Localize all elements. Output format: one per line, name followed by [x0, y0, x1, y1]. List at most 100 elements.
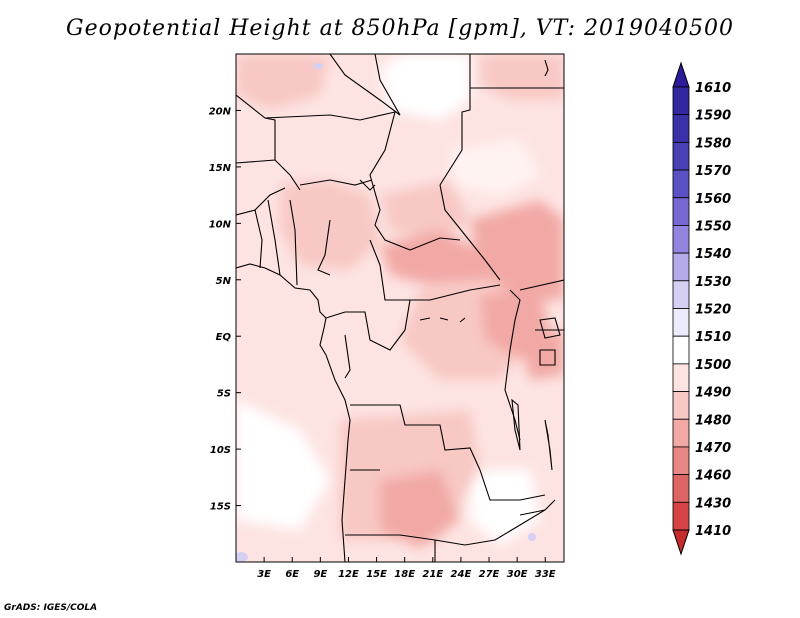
colorbar-label: 1550	[695, 219, 731, 234]
border-kenya	[519, 279, 564, 291]
field-east-africa	[470, 200, 564, 300]
field-blue-spot-n	[313, 63, 323, 69]
lake-kariba	[519, 509, 546, 516]
lat-tick-label: 20N	[209, 106, 232, 117]
field-zambia	[380, 470, 460, 548]
colorbar-swatch	[672, 501, 690, 531]
colorbar-label: 1460	[695, 469, 731, 484]
lon-tick-label: 18E	[394, 569, 415, 580]
colorbar-swatch	[672, 197, 690, 226]
field-west-sahara	[236, 55, 330, 110]
colorbar-label: 1540	[695, 247, 731, 262]
height-field	[236, 54, 564, 562]
lon-ticks: 3E 6E 9E 12E 15E 18E 21E 24E 27E 30E 33E	[257, 557, 556, 580]
border-angola-drc	[350, 404, 481, 471]
colorbar-swatch	[672, 418, 690, 448]
colorbar-swatch	[672, 308, 690, 337]
lon-tick-label: 21E	[422, 569, 443, 580]
colorbar-label: 1580	[695, 136, 731, 151]
colorbar-swatch	[672, 446, 690, 476]
field-white-southeast	[470, 470, 540, 545]
lat-tick-label: 15N	[209, 163, 232, 174]
field-car	[380, 230, 500, 285]
colorbar-label: 1490	[695, 386, 731, 401]
colorbar-swatch	[672, 169, 690, 199]
border-zambia-zim	[479, 469, 546, 501]
map-frame	[235, 53, 565, 563]
lake-malawi	[544, 419, 553, 471]
lake-tanganyika	[511, 398, 521, 451]
colorbar-swatch	[672, 141, 690, 171]
border-mali-algeria	[264, 111, 396, 121]
border-guinea	[236, 187, 286, 216]
border-namibia	[345, 499, 556, 546]
border-mali-burkina	[274, 159, 301, 191]
border-ghana	[289, 199, 298, 286]
lon-tick-label: 3E	[257, 569, 271, 580]
colorbar-label: 1560	[695, 192, 731, 207]
colorbar-label: 1530	[695, 275, 731, 290]
border-niger-nigeria	[299, 179, 373, 186]
field-libya	[480, 55, 564, 100]
field-white-north	[380, 54, 470, 120]
border-mauritania	[236, 94, 276, 164]
field-tanzania	[520, 330, 564, 380]
colorbar-label: 1510	[695, 330, 731, 345]
lake-chad	[359, 179, 376, 191]
colorbar-label: 1430	[695, 496, 731, 511]
colorbar-swatch	[672, 474, 690, 503]
field-blue-spot-se	[528, 533, 536, 541]
colorbar-swatch	[672, 86, 690, 116]
border-chad-sudan	[439, 184, 501, 281]
field-light-sahel	[450, 140, 540, 195]
lon-tick-label: 30E	[507, 569, 528, 580]
lat-tick-label: 5N	[216, 276, 232, 287]
colorbar-bottom-arrow	[672, 529, 690, 556]
border-niger-chad	[369, 111, 411, 251]
country-borders	[236, 54, 564, 562]
border-egypt-sudan	[439, 54, 471, 186]
colorbar-label: 1590	[695, 109, 731, 124]
lon-tick-label: 15E	[366, 569, 387, 580]
colorbar-label: 1610	[695, 81, 731, 96]
river-congo	[419, 317, 466, 323]
colorbar-label: 1500	[695, 358, 731, 373]
colorbar-label: 1410	[695, 524, 731, 539]
border-algeria-libya	[329, 54, 401, 116]
lon-tick-label: 12E	[338, 569, 359, 580]
colorbar-swatch	[672, 391, 690, 420]
lat-tick-label: EQ	[216, 332, 232, 343]
border-nigeria-cameroon	[317, 219, 331, 276]
field-blue-spot-sw	[236, 552, 248, 562]
lat-tick-label: 10N	[209, 219, 232, 230]
lat-tick-label: 15S	[210, 502, 231, 513]
field-nigeria	[280, 180, 380, 270]
lon-tick-label: 27E	[479, 569, 500, 580]
map-title: Geopotential Height at 850hPa [gpm], VT:…	[66, 16, 734, 41]
colorbar-label: 1470	[695, 441, 731, 456]
colorbar-swatch	[672, 252, 690, 282]
colorbar-swatch	[672, 335, 690, 365]
field-chad	[380, 180, 470, 240]
colorbar-label: 1520	[695, 303, 731, 318]
border-gabon-inner	[344, 334, 351, 379]
lon-tick-label: 33E	[535, 569, 556, 580]
colorbar-label: 1480	[695, 413, 731, 428]
field-white-southwest	[236, 400, 330, 530]
colorbar: 1610 1590 1580 1570 1560 1550 1540 1530 1520 1510…	[672, 61, 731, 556]
lat-tick-label: 5S	[217, 389, 231, 400]
colorbar-label: 1570	[695, 164, 731, 179]
coast-red-sea	[544, 59, 549, 77]
colorbar-swatch	[672, 114, 690, 143]
border-gabon-congo	[325, 311, 406, 351]
colorbar-swatch	[672, 280, 690, 309]
border-ivory-coast	[267, 199, 281, 276]
lon-tick-label: 6E	[285, 569, 299, 580]
colorbar-swatch	[672, 363, 690, 392]
border-congo-drc	[404, 299, 411, 331]
lake-victoria	[539, 317, 561, 339]
lon-tick-label: 9E	[313, 569, 327, 580]
border-car-north	[409, 237, 461, 251]
border-car-drc	[385, 284, 501, 301]
